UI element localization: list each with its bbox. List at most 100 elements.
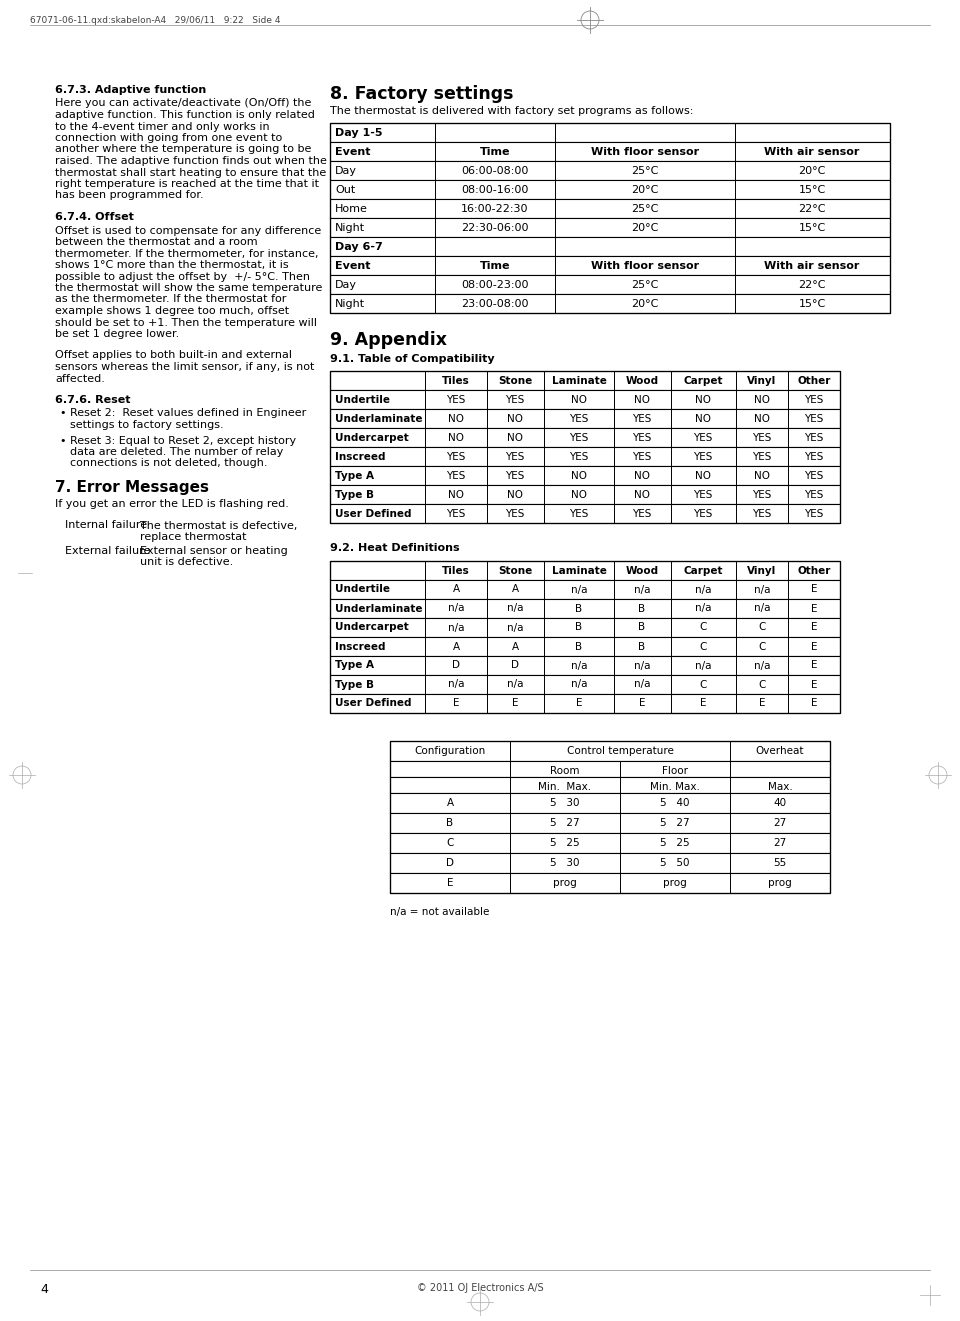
Text: 5   30: 5 30 — [550, 798, 580, 808]
Text: NO: NO — [634, 395, 650, 406]
Text: example shows 1 degree too much, offset: example shows 1 degree too much, offset — [55, 306, 289, 316]
Text: Other: Other — [798, 565, 830, 576]
Text: prog: prog — [553, 878, 577, 889]
Text: 8. Factory settings: 8. Factory settings — [330, 85, 514, 103]
Text: Min. Max.: Min. Max. — [650, 782, 700, 791]
Text: 9. Appendix: 9. Appendix — [330, 332, 447, 349]
Text: C: C — [699, 642, 707, 651]
Text: Offset is used to compensate for any difference: Offset is used to compensate for any dif… — [55, 226, 322, 235]
Text: With floor sensor: With floor sensor — [591, 262, 699, 271]
Text: n/a: n/a — [634, 660, 650, 671]
Text: D: D — [452, 660, 460, 671]
Text: as the thermometer. If the thermostat for: as the thermometer. If the thermostat fo… — [55, 295, 286, 305]
Text: connection with going from one event to: connection with going from one event to — [55, 133, 282, 143]
Text: Offset applies to both built-in and external: Offset applies to both built-in and exte… — [55, 350, 292, 361]
Text: 08:00-16:00: 08:00-16:00 — [462, 185, 529, 196]
Text: YES: YES — [804, 472, 824, 481]
Text: 25°C: 25°C — [632, 280, 659, 291]
Bar — [330, 505, 840, 523]
Text: n/a: n/a — [695, 604, 711, 613]
Text: 22°C: 22°C — [799, 280, 826, 291]
Bar — [390, 741, 830, 761]
Text: settings to factory settings.: settings to factory settings. — [70, 420, 224, 431]
Text: YES: YES — [753, 433, 772, 443]
Text: B: B — [575, 604, 583, 613]
Text: Day: Day — [335, 166, 357, 176]
Text: YES: YES — [569, 433, 588, 443]
Text: Vinyl: Vinyl — [748, 376, 777, 386]
Text: 23:00-08:00: 23:00-08:00 — [461, 299, 529, 309]
Text: Undercarpet: Undercarpet — [335, 433, 409, 443]
Bar — [330, 390, 840, 410]
Text: 4: 4 — [40, 1283, 48, 1296]
Text: n/a: n/a — [447, 679, 465, 690]
Text: Home: Home — [335, 203, 368, 214]
Bar — [330, 655, 840, 675]
Text: YES: YES — [804, 433, 824, 443]
Bar — [330, 141, 890, 161]
Text: Underlaminate: Underlaminate — [335, 604, 422, 613]
Text: YES: YES — [569, 452, 588, 462]
Text: Stone: Stone — [498, 565, 532, 576]
Text: n/a: n/a — [507, 622, 523, 633]
Text: Type B: Type B — [335, 679, 374, 690]
Text: Inscreed: Inscreed — [335, 642, 386, 651]
Text: 20°C: 20°C — [799, 166, 826, 176]
Text: n/a: n/a — [507, 679, 523, 690]
Text: n/a = not available: n/a = not available — [390, 906, 490, 917]
Text: NO: NO — [571, 490, 587, 501]
Text: Night: Night — [335, 299, 365, 309]
Bar — [330, 236, 890, 256]
Text: has been programmed for.: has been programmed for. — [55, 190, 204, 201]
Text: A: A — [512, 584, 518, 594]
Text: thermometer. If the thermometer, for instance,: thermometer. If the thermometer, for ins… — [55, 248, 319, 259]
Bar — [330, 446, 840, 466]
Text: E: E — [446, 878, 453, 889]
Text: 15°C: 15°C — [799, 299, 826, 309]
Text: YES: YES — [753, 490, 772, 501]
Text: another where the temperature is going to be: another where the temperature is going t… — [55, 144, 311, 155]
Bar — [330, 199, 890, 218]
Text: be set 1 degree lower.: be set 1 degree lower. — [55, 329, 180, 339]
Text: NO: NO — [754, 472, 770, 481]
Bar — [330, 256, 890, 275]
Text: Undertile: Undertile — [335, 584, 390, 594]
Bar — [330, 617, 840, 637]
Text: 22°C: 22°C — [799, 203, 826, 214]
Text: 15°C: 15°C — [799, 185, 826, 196]
Text: NO: NO — [507, 490, 523, 501]
Text: B: B — [575, 642, 583, 651]
Text: YES: YES — [693, 452, 712, 462]
Text: 20°C: 20°C — [632, 299, 659, 309]
Text: Max.: Max. — [768, 782, 792, 791]
Text: n/a: n/a — [447, 604, 465, 613]
Text: YES: YES — [569, 413, 588, 424]
Text: External failure: External failure — [65, 546, 151, 556]
Text: NO: NO — [754, 395, 770, 406]
Text: The thermostat is delivered with factory set programs as follows:: The thermostat is delivered with factory… — [330, 106, 693, 115]
Text: NO: NO — [695, 472, 711, 481]
Text: C: C — [699, 679, 707, 690]
Text: n/a: n/a — [571, 660, 588, 671]
Text: E: E — [512, 699, 518, 708]
Text: C: C — [446, 839, 454, 848]
Text: E: E — [638, 699, 645, 708]
Text: E: E — [811, 622, 817, 633]
Text: Day 1-5: Day 1-5 — [335, 128, 382, 137]
Text: YES: YES — [693, 433, 712, 443]
Bar — [330, 598, 840, 617]
Text: Type A: Type A — [335, 660, 374, 671]
Text: Internal failure: Internal failure — [65, 520, 147, 531]
Text: E: E — [811, 679, 817, 690]
Bar — [330, 275, 890, 295]
Text: Control temperature: Control temperature — [566, 746, 673, 757]
Bar — [390, 852, 830, 872]
Text: raised. The adaptive function finds out when the: raised. The adaptive function finds out … — [55, 156, 326, 166]
Text: YES: YES — [569, 509, 588, 519]
Text: NO: NO — [634, 472, 650, 481]
Text: NO: NO — [448, 433, 464, 443]
Bar — [330, 466, 840, 485]
Text: 16:00-22:30: 16:00-22:30 — [461, 203, 529, 214]
Text: Tiles: Tiles — [443, 565, 469, 576]
Text: unit is defective.: unit is defective. — [140, 557, 233, 567]
